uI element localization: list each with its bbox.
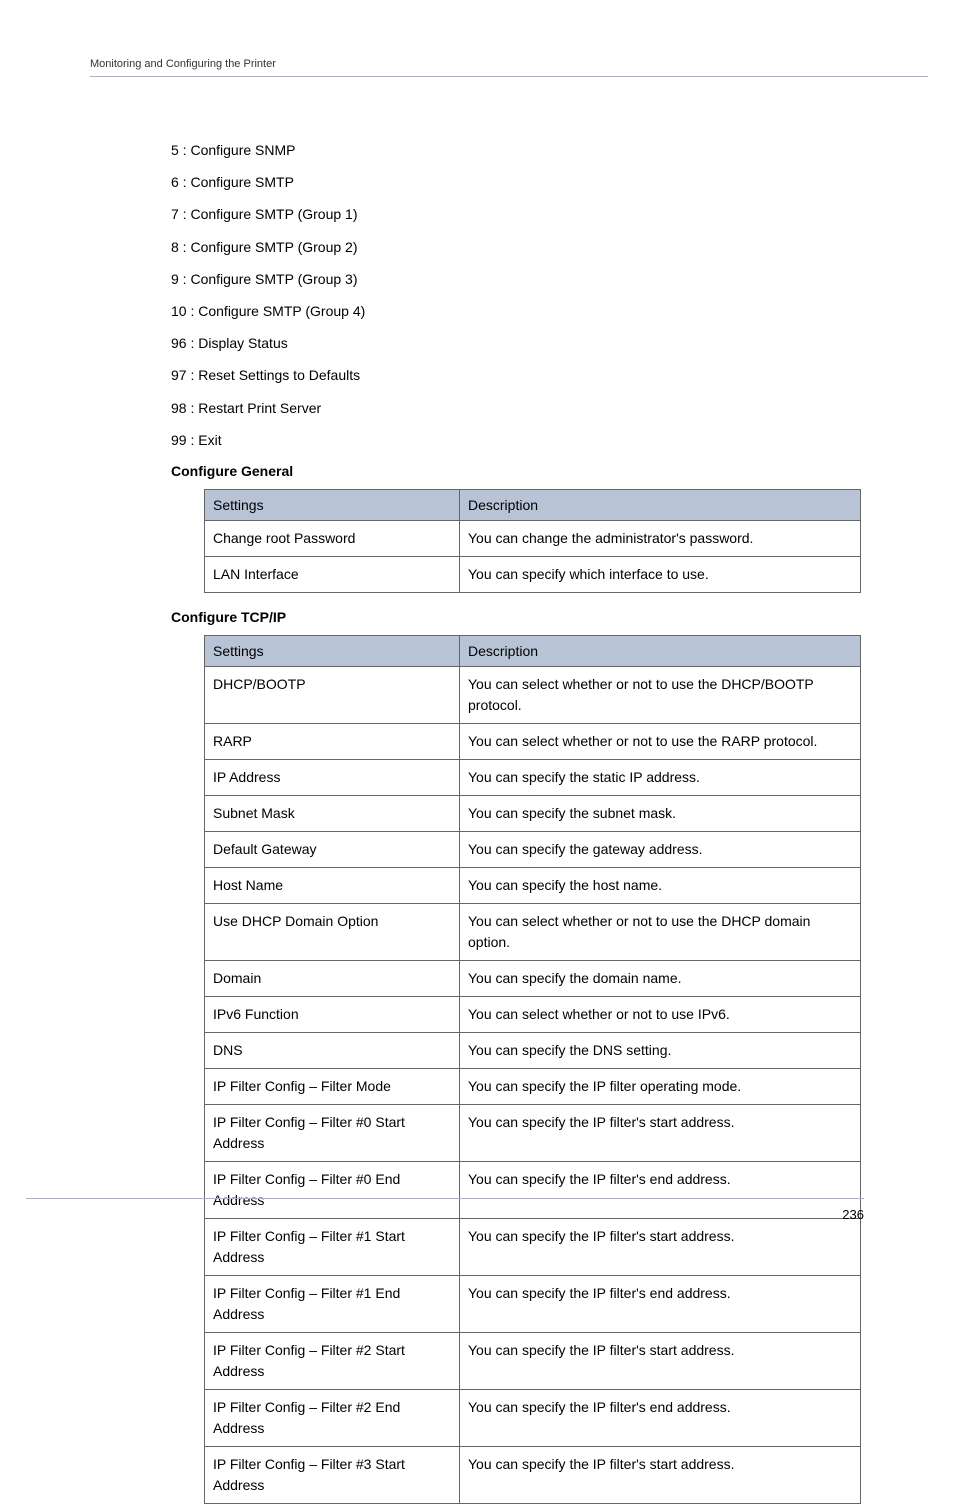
cell-setting: IP Filter Config – Filter #1 Start Addre…: [205, 1218, 460, 1275]
cell-description: You can specify the gateway address.: [460, 831, 861, 867]
cell-setting: IP Address: [205, 759, 460, 795]
table-row: DNSYou can specify the DNS setting.: [205, 1032, 861, 1068]
cell-description: You can specify the IP filter's start ad…: [460, 1218, 861, 1275]
menu-item: 98 : Restart Print Server: [171, 399, 864, 417]
cell-description: You can specify the static IP address.: [460, 759, 861, 795]
cell-setting: IP Filter Config – Filter Mode: [205, 1068, 460, 1104]
table-row: Default GatewayYou can specify the gatew…: [205, 831, 861, 867]
page-header: Monitoring and Configuring the Printer: [0, 0, 954, 77]
cell-description: You can specify the host name.: [460, 867, 861, 903]
cell-description: You can specify the IP filter's start ad…: [460, 1332, 861, 1389]
table-row: Subnet MaskYou can specify the subnet ma…: [205, 795, 861, 831]
menu-list: 5 : Configure SNMP 6 : Configure SMTP 7 …: [171, 141, 864, 449]
cell-description: You can specify the IP filter's end addr…: [460, 1275, 861, 1332]
column-header-description: Description: [460, 489, 861, 520]
column-header-settings: Settings: [205, 635, 460, 666]
section-heading-general: Configure General: [171, 463, 864, 479]
cell-description: You can select whether or not to use the…: [460, 666, 861, 723]
table-row: IP AddressYou can specify the static IP …: [205, 759, 861, 795]
cell-description: You can specify the DNS setting.: [460, 1032, 861, 1068]
cell-setting: IPv6 Function: [205, 996, 460, 1032]
menu-item: 5 : Configure SNMP: [171, 141, 864, 159]
cell-setting: IP Filter Config – Filter #2 End Address: [205, 1389, 460, 1446]
breadcrumb: Monitoring and Configuring the Printer: [90, 58, 928, 76]
cell-description: You can specify the IP filter's end addr…: [460, 1389, 861, 1446]
table-header-row: Settings Description: [205, 635, 861, 666]
cell-description: You can specify the IP filter's start ad…: [460, 1104, 861, 1161]
table-configure-tcpip: Settings Description DHCP/BOOTPYou can s…: [204, 635, 861, 1504]
cell-setting: Use DHCP Domain Option: [205, 903, 460, 960]
table-row: IP Filter Config – Filter #1 End Address…: [205, 1275, 861, 1332]
page-content: 5 : Configure SNMP 6 : Configure SMTP 7 …: [0, 77, 954, 1504]
table-row: IP Filter Config – Filter #0 Start Addre…: [205, 1104, 861, 1161]
cell-setting: DHCP/BOOTP: [205, 666, 460, 723]
cell-setting: Default Gateway: [205, 831, 460, 867]
cell-setting: IP Filter Config – Filter #2 Start Addre…: [205, 1332, 460, 1389]
menu-item: 97 : Reset Settings to Defaults: [171, 366, 864, 384]
table-row: Change root Password You can change the …: [205, 520, 861, 556]
cell-description: You can specify the IP filter's start ad…: [460, 1446, 861, 1503]
cell-setting: Domain: [205, 960, 460, 996]
table-row: IP Filter Config – Filter #3 Start Addre…: [205, 1446, 861, 1503]
table-row: Use DHCP Domain OptionYou can select whe…: [205, 903, 861, 960]
table-row: IP Filter Config – Filter #2 Start Addre…: [205, 1332, 861, 1389]
table-row: LAN Interface You can specify which inte…: [205, 556, 861, 592]
menu-item: 10 : Configure SMTP (Group 4): [171, 302, 864, 320]
cell-description: You can specify the subnet mask.: [460, 795, 861, 831]
footer-divider: [26, 1198, 864, 1199]
section-heading-tcpip: Configure TCP/IP: [171, 609, 864, 625]
table-configure-general: Settings Description Change root Passwor…: [204, 489, 861, 593]
cell-description: You can select whether or not to use IPv…: [460, 996, 861, 1032]
cell-setting: Host Name: [205, 867, 460, 903]
document-page: Monitoring and Configuring the Printer 5…: [0, 0, 954, 1270]
cell-setting: IP Filter Config – Filter #3 Start Addre…: [205, 1446, 460, 1503]
table-row: IP Filter Config – Filter ModeYou can sp…: [205, 1068, 861, 1104]
table-row: Host NameYou can specify the host name.: [205, 867, 861, 903]
cell-description: You can select whether or not to use the…: [460, 723, 861, 759]
table-row: DHCP/BOOTPYou can select whether or not …: [205, 666, 861, 723]
cell-description: You can specify the domain name.: [460, 960, 861, 996]
page-number: 236: [26, 1207, 864, 1222]
cell-description: You can specify which interface to use.: [460, 556, 861, 592]
table-row: IP Filter Config – Filter #1 Start Addre…: [205, 1218, 861, 1275]
menu-item: 99 : Exit: [171, 431, 864, 449]
table-row: IPv6 FunctionYou can select whether or n…: [205, 996, 861, 1032]
cell-description: You can specify the IP filter operating …: [460, 1068, 861, 1104]
cell-setting: DNS: [205, 1032, 460, 1068]
menu-item: 96 : Display Status: [171, 334, 864, 352]
cell-setting: Change root Password: [205, 520, 460, 556]
menu-item: 8 : Configure SMTP (Group 2): [171, 238, 864, 256]
cell-setting: RARP: [205, 723, 460, 759]
cell-setting: IP Filter Config – Filter #1 End Address: [205, 1275, 460, 1332]
table-header-row: Settings Description: [205, 489, 861, 520]
cell-setting: Subnet Mask: [205, 795, 460, 831]
table-row: RARPYou can select whether or not to use…: [205, 723, 861, 759]
table-row: IP Filter Config – Filter #2 End Address…: [205, 1389, 861, 1446]
table-row: DomainYou can specify the domain name.: [205, 960, 861, 996]
cell-description: You can select whether or not to use the…: [460, 903, 861, 960]
cell-setting: IP Filter Config – Filter #0 Start Addre…: [205, 1104, 460, 1161]
menu-item: 6 : Configure SMTP: [171, 173, 864, 191]
menu-item: 9 : Configure SMTP (Group 3): [171, 270, 864, 288]
page-footer: 236: [26, 1198, 864, 1222]
column-header-settings: Settings: [205, 489, 460, 520]
column-header-description: Description: [460, 635, 861, 666]
cell-setting: LAN Interface: [205, 556, 460, 592]
menu-item: 7 : Configure SMTP (Group 1): [171, 205, 864, 223]
cell-description: You can change the administrator's passw…: [460, 520, 861, 556]
